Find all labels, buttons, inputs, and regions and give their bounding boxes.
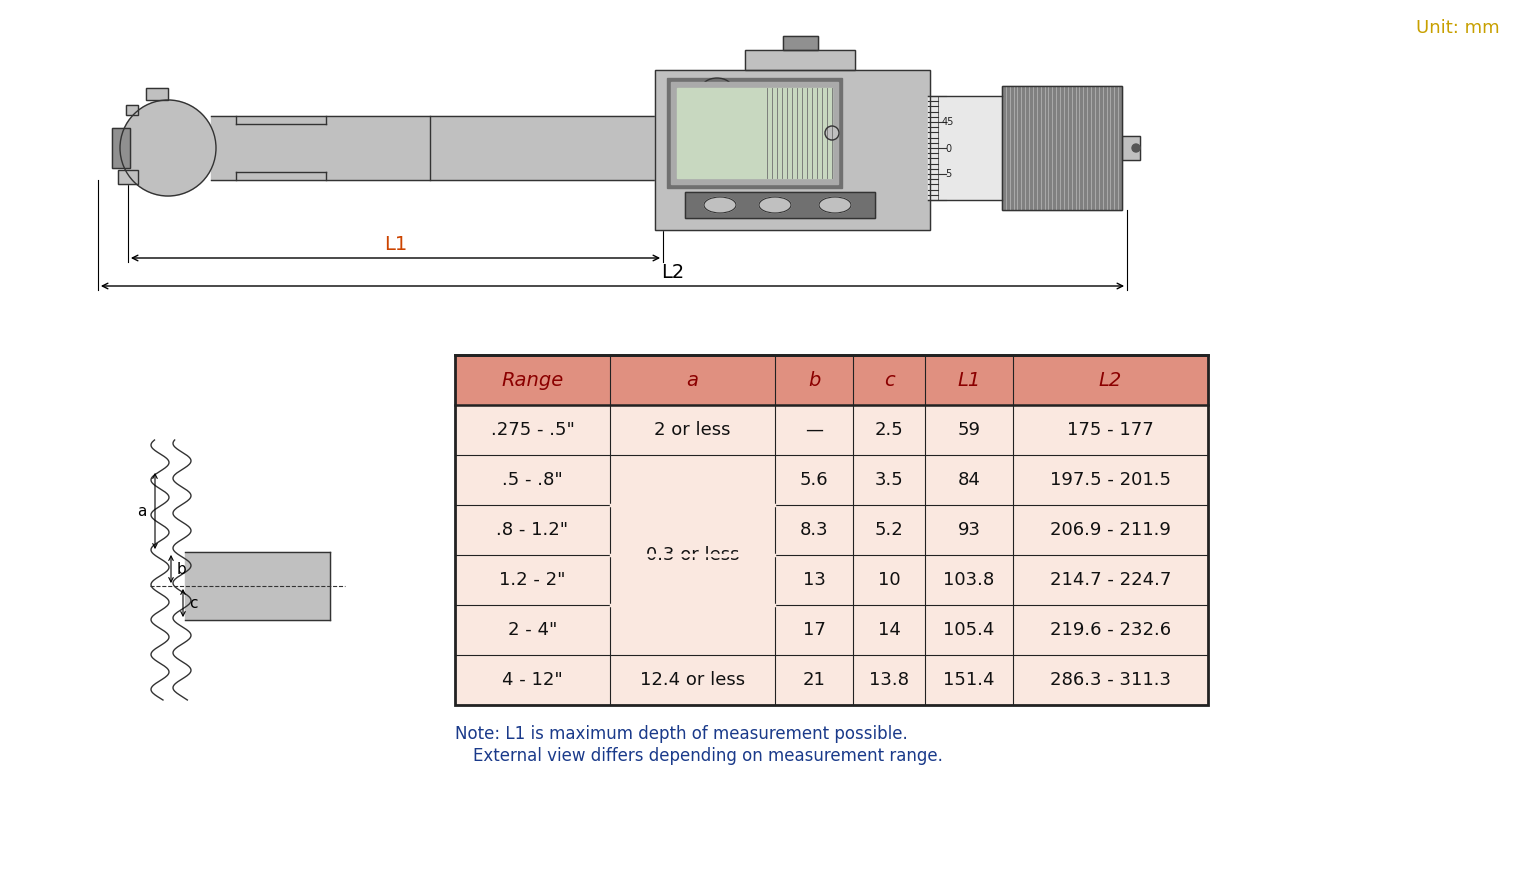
Text: 2.5: 2.5 bbox=[875, 421, 903, 439]
Text: L1: L1 bbox=[384, 235, 407, 253]
Text: Note: L1 is maximum depth of measurement possible.: Note: L1 is maximum depth of measurement… bbox=[454, 725, 907, 743]
Text: 151.4: 151.4 bbox=[944, 671, 994, 689]
Bar bbox=[111, 128, 130, 168]
Circle shape bbox=[825, 126, 839, 140]
Bar bbox=[127, 105, 137, 115]
Text: —: — bbox=[805, 421, 824, 439]
Bar bbox=[746, 50, 856, 70]
Text: .5 - .8": .5 - .8" bbox=[502, 471, 563, 489]
Text: 219.6 - 232.6: 219.6 - 232.6 bbox=[1049, 621, 1171, 639]
Bar bbox=[666, 78, 842, 188]
Bar bbox=[454, 655, 1208, 705]
Text: .8 - 1.2": .8 - 1.2" bbox=[497, 521, 569, 539]
Bar bbox=[117, 170, 137, 184]
Bar bbox=[782, 36, 817, 50]
Text: 4 - 12": 4 - 12" bbox=[502, 671, 563, 689]
Bar bbox=[656, 70, 930, 230]
Bar bbox=[454, 505, 1208, 555]
Text: 175 - 177: 175 - 177 bbox=[1068, 421, 1154, 439]
Text: 10: 10 bbox=[878, 571, 900, 589]
Text: 21: 21 bbox=[802, 671, 825, 689]
Bar bbox=[746, 50, 856, 70]
Bar bbox=[210, 116, 730, 180]
Bar bbox=[1122, 136, 1141, 160]
Text: 214.7 - 224.7: 214.7 - 224.7 bbox=[1049, 571, 1171, 589]
Bar bbox=[1122, 136, 1141, 160]
Bar bbox=[454, 355, 1208, 705]
Text: b: b bbox=[177, 562, 186, 577]
Text: L2: L2 bbox=[660, 263, 685, 281]
Text: External view differs depending on measurement range.: External view differs depending on measu… bbox=[473, 747, 942, 765]
Text: 84: 84 bbox=[958, 471, 981, 489]
Bar bbox=[671, 82, 839, 184]
Bar bbox=[185, 552, 329, 620]
Text: 105.4: 105.4 bbox=[944, 621, 994, 639]
Text: 8.3: 8.3 bbox=[799, 521, 828, 539]
Text: Unit: mm: Unit: mm bbox=[1417, 19, 1501, 37]
Text: 286.3 - 311.3: 286.3 - 311.3 bbox=[1051, 671, 1171, 689]
Ellipse shape bbox=[702, 78, 732, 98]
Text: 103.8: 103.8 bbox=[944, 571, 994, 589]
Text: 14: 14 bbox=[877, 621, 900, 639]
Text: 5.6: 5.6 bbox=[799, 471, 828, 489]
Bar bbox=[454, 555, 1208, 605]
Text: L2: L2 bbox=[1100, 370, 1122, 390]
Ellipse shape bbox=[819, 197, 851, 213]
Text: 3.5: 3.5 bbox=[875, 471, 903, 489]
Text: 93: 93 bbox=[958, 521, 981, 539]
Text: Range: Range bbox=[502, 370, 564, 390]
Text: c: c bbox=[189, 595, 198, 610]
Bar bbox=[685, 192, 875, 218]
Text: 59: 59 bbox=[958, 421, 981, 439]
Bar bbox=[782, 36, 817, 50]
Ellipse shape bbox=[759, 197, 791, 213]
Bar bbox=[146, 88, 168, 100]
Bar bbox=[454, 605, 1208, 655]
Text: 17: 17 bbox=[802, 621, 825, 639]
Bar bbox=[656, 70, 930, 230]
Bar bbox=[117, 170, 137, 184]
Bar bbox=[685, 192, 875, 218]
Text: L1: L1 bbox=[958, 370, 981, 390]
Ellipse shape bbox=[705, 197, 737, 213]
Text: 5: 5 bbox=[946, 169, 952, 179]
Bar bbox=[111, 128, 130, 168]
Bar bbox=[127, 105, 137, 115]
Text: a: a bbox=[137, 504, 146, 519]
Text: 12.4 or less: 12.4 or less bbox=[640, 671, 746, 689]
Text: 0: 0 bbox=[946, 144, 952, 154]
Circle shape bbox=[1132, 144, 1141, 152]
Text: b: b bbox=[808, 370, 820, 390]
Bar bbox=[1002, 86, 1122, 210]
Text: 45: 45 bbox=[942, 117, 955, 127]
Text: 1.2 - 2": 1.2 - 2" bbox=[499, 571, 566, 589]
Text: c: c bbox=[883, 370, 894, 390]
Bar bbox=[929, 96, 1002, 200]
Bar bbox=[146, 88, 168, 100]
Text: .275 - .5": .275 - .5" bbox=[491, 421, 575, 439]
Text: 197.5 - 201.5: 197.5 - 201.5 bbox=[1051, 471, 1171, 489]
Bar bbox=[677, 88, 833, 178]
Text: 13: 13 bbox=[802, 571, 825, 589]
Circle shape bbox=[120, 100, 217, 196]
Bar bbox=[454, 355, 1208, 405]
Text: 5.2: 5.2 bbox=[875, 521, 903, 539]
Text: 2 - 4": 2 - 4" bbox=[508, 621, 557, 639]
Text: a: a bbox=[686, 370, 698, 390]
Text: 206.9 - 211.9: 206.9 - 211.9 bbox=[1051, 521, 1171, 539]
Bar bbox=[454, 455, 1208, 505]
Bar bbox=[1002, 86, 1122, 210]
Text: 2 or less: 2 or less bbox=[654, 421, 730, 439]
Text: 13.8: 13.8 bbox=[869, 671, 909, 689]
Text: 0.3 or less: 0.3 or less bbox=[645, 546, 740, 564]
Bar bbox=[454, 405, 1208, 455]
